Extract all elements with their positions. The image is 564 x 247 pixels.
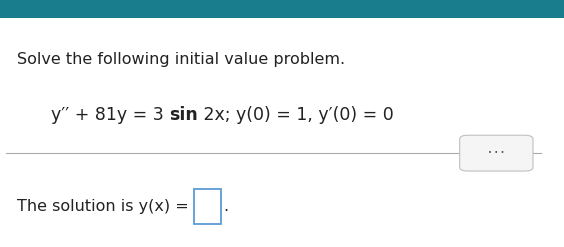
Text: Solve the following initial value problem.: Solve the following initial value proble…	[17, 52, 345, 67]
FancyBboxPatch shape	[194, 189, 221, 224]
Text: y′′ + 81y = 3: y′′ + 81y = 3	[51, 106, 169, 124]
FancyBboxPatch shape	[0, 0, 564, 18]
Text: sin: sin	[169, 106, 198, 124]
Text: The solution is y(x) =: The solution is y(x) =	[17, 199, 194, 214]
Text: • • •: • • •	[488, 150, 505, 156]
FancyBboxPatch shape	[460, 135, 533, 171]
Text: 2x; y(0) = 1, y′(0) = 0: 2x; y(0) = 1, y′(0) = 0	[198, 106, 394, 124]
Text: .: .	[223, 199, 228, 214]
